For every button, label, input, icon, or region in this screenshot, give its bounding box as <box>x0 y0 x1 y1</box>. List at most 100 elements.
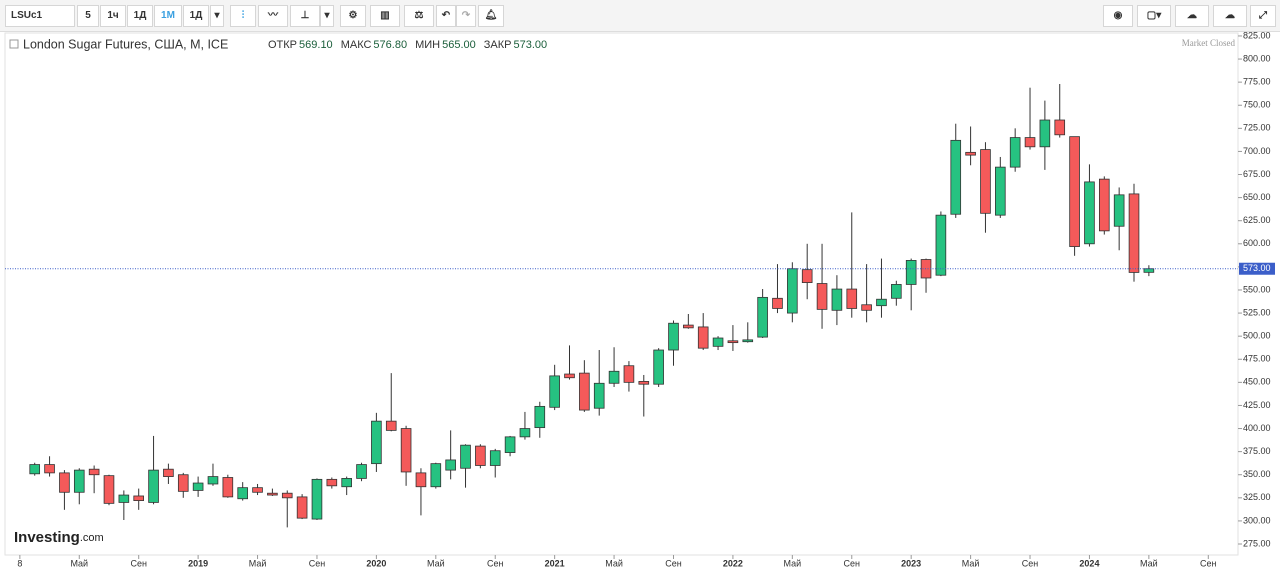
interval-button[interactable]: 1Д <box>127 5 153 27</box>
chart: London Sugar Futures, США, M, ICE Market… <box>4 32 1275 568</box>
y-tick-label: 650.00 <box>1243 192 1271 202</box>
candle-body <box>222 477 234 498</box>
draw-button[interactable]: ⊥ <box>290 5 320 27</box>
interval-button[interactable]: 1Д <box>183 5 209 27</box>
x-tick-label: 2020 <box>366 558 386 568</box>
y-tick-label: 725.00 <box>1243 123 1271 133</box>
interval-button[interactable]: 5 <box>77 5 99 27</box>
candle-body <box>252 487 263 493</box>
screenshot-button[interactable]: ◉ <box>1103 5 1133 27</box>
candle-body <box>489 450 501 466</box>
candle-body <box>311 478 323 520</box>
x-tick-label: Май <box>70 558 88 568</box>
y-tick-label: 425.00 <box>1243 400 1271 410</box>
logo-text: Investing <box>14 529 80 546</box>
candle-body <box>445 459 456 471</box>
candle-body <box>1128 193 1140 273</box>
candle-body <box>608 370 620 384</box>
candle-body <box>88 468 100 476</box>
y-tick-label: 750.00 <box>1243 100 1271 110</box>
ohlc-value: 573.00 <box>513 39 547 51</box>
ohlc-name: МАКС <box>341 39 372 51</box>
logo: Investing.com <box>14 529 104 546</box>
price-tag-label: 573.00 <box>1243 263 1271 273</box>
settings-button[interactable]: ⚙ <box>340 5 366 27</box>
candle-body <box>995 166 1006 216</box>
candle-body <box>742 339 754 343</box>
candle-body <box>831 288 843 311</box>
candle-body <box>103 475 115 504</box>
candle-body <box>281 492 293 499</box>
candle-body <box>475 445 486 466</box>
candle-body <box>623 365 635 383</box>
undo-button[interactable]: ↶ <box>436 5 456 27</box>
candle-body <box>415 472 427 488</box>
y-tick-label: 275.00 <box>1243 538 1271 548</box>
candle-body <box>1098 178 1110 232</box>
candle-body <box>267 492 278 496</box>
candle-body <box>371 420 382 465</box>
x-tick-label: Сен <box>309 558 326 568</box>
symbol-input[interactable]: LSUc1 <box>5 5 75 27</box>
candle-body <box>29 464 41 475</box>
y-tick-label: 800.00 <box>1243 53 1271 63</box>
y-tick-label: 500.00 <box>1243 331 1271 341</box>
y-tick-label: 775.00 <box>1243 77 1271 87</box>
candle-body <box>1039 119 1051 148</box>
x-tick-label: 2021 <box>545 558 565 568</box>
candle-body <box>772 297 783 309</box>
candle-body <box>519 428 531 438</box>
save-button[interactable]: ☁ <box>1213 5 1247 27</box>
x-tick-label: 2024 <box>1079 558 1099 568</box>
x-tick-label: Май <box>427 558 445 568</box>
interval-button[interactable]: 1ч <box>100 5 126 27</box>
indicator-button[interactable]: 〰 <box>258 5 288 27</box>
candles-button[interactable]: ⫶ <box>230 5 256 27</box>
x-tick-label: Сен <box>665 558 682 568</box>
candle-body <box>148 469 159 503</box>
scale-button[interactable]: ⚖ <box>404 5 434 27</box>
candle-body <box>207 476 219 485</box>
candle-body <box>757 296 768 338</box>
collapse-icon[interactable] <box>9 39 19 49</box>
candle-body <box>816 283 828 310</box>
alert-button[interactable]: 🔔︎ <box>478 5 504 27</box>
y-tick-label: 300.00 <box>1243 515 1271 525</box>
x-tick-label: Май <box>249 558 267 568</box>
load-button[interactable]: ☁ <box>1175 5 1209 27</box>
interval-button[interactable]: 1М <box>154 5 182 27</box>
y-tick-label: 450.00 <box>1243 377 1271 387</box>
y-tick-label: 625.00 <box>1243 215 1271 225</box>
candle-body <box>801 269 813 283</box>
series-title: London Sugar Futures, США, M, ICE <box>23 37 228 51</box>
redo-button[interactable]: ↷ <box>456 5 476 27</box>
candle-body <box>1069 136 1080 247</box>
candle-body <box>1009 137 1021 168</box>
x-tick-label: Сен <box>130 558 147 568</box>
x-tick-label: 2019 <box>188 558 208 568</box>
candle-body <box>177 474 189 492</box>
x-tick-label: 8 <box>17 558 22 568</box>
candle-body <box>341 478 352 488</box>
fullscreen-button[interactable]: ⤢ <box>1250 5 1276 27</box>
candle-body <box>326 478 338 487</box>
ohlc-value: 565.00 <box>442 39 476 51</box>
y-tick-label: 675.00 <box>1243 169 1271 179</box>
layout-button[interactable]: ▢▾ <box>1137 5 1171 27</box>
candle-body <box>653 349 664 385</box>
y-tick-label: 600.00 <box>1243 238 1271 248</box>
ohlc-name: ОТКР <box>268 39 297 51</box>
x-tick-label: Сен <box>1022 558 1039 568</box>
dropdown-button[interactable]: ▾ <box>320 5 334 27</box>
dropdown-button[interactable]: ▾ <box>210 5 224 27</box>
candle-body <box>1024 137 1036 148</box>
candle-body <box>385 420 397 431</box>
x-tick-label: Май <box>962 558 980 568</box>
candle-body <box>950 139 962 215</box>
compare-button[interactable]: ▥ <box>370 5 400 27</box>
candle-body <box>59 472 70 493</box>
x-tick-label: Май <box>605 558 623 568</box>
ohlc-name: ЗАКР <box>484 39 512 51</box>
y-tick-label: 550.00 <box>1243 284 1271 294</box>
candle-body <box>1143 268 1155 273</box>
